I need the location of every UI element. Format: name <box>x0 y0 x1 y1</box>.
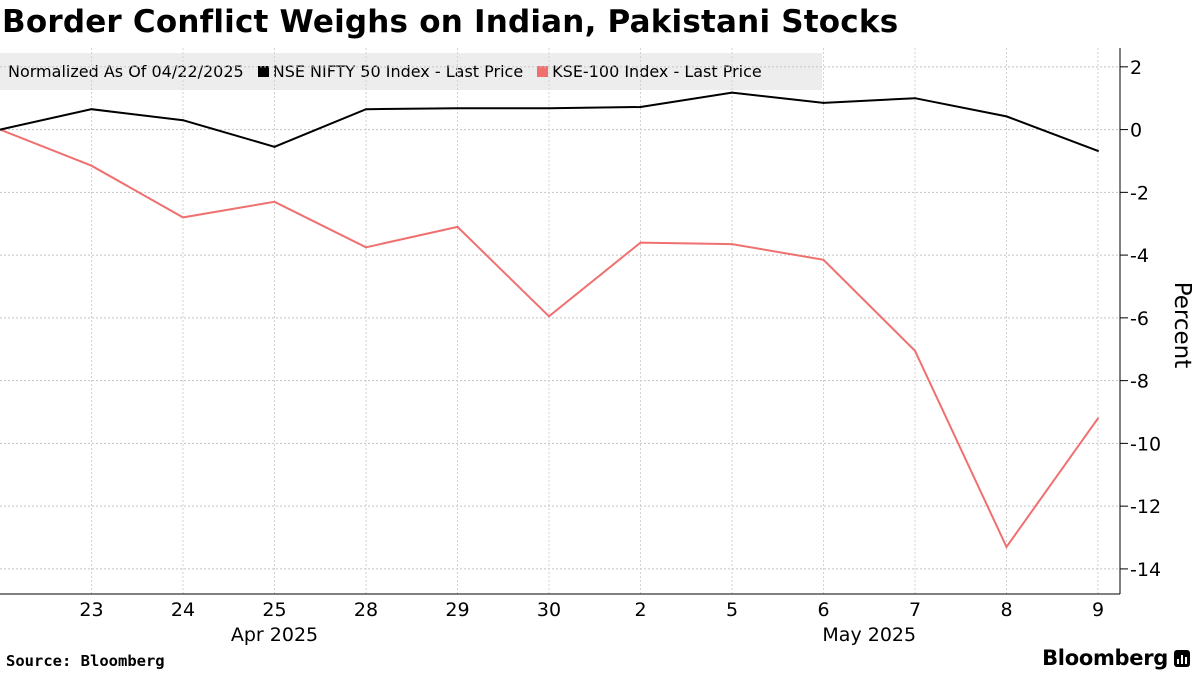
series-point-nifty <box>1005 115 1008 118</box>
series-point-kse <box>365 246 367 249</box>
x-tick-label: 23 <box>79 599 103 621</box>
chart-title: Border Conflict Weighs on Indian, Pakist… <box>2 4 899 40</box>
brand-wordmark: Bloomberg <box>1042 646 1168 670</box>
series-point-kse <box>182 216 184 219</box>
x-tick-label: 2 <box>634 599 646 621</box>
y-tick-label: -6 <box>1130 308 1149 330</box>
series-point-nifty <box>548 107 550 110</box>
series-point-kse <box>90 164 93 167</box>
x-tick-label: 29 <box>445 599 469 621</box>
y-tick-label: -10 <box>1130 433 1161 455</box>
series-point-kse <box>731 243 733 246</box>
series-layer <box>0 91 1099 549</box>
legend: Normalized As Of 04/22/2025 NSE NIFTY 50… <box>0 53 822 90</box>
x-tick-label: 8 <box>1000 599 1012 621</box>
series-point-nifty <box>0 128 1 131</box>
series-point-nifty <box>639 105 642 108</box>
legend-swatch-kse <box>537 66 549 77</box>
axis-layer <box>0 48 1128 595</box>
y-tick-label: -8 <box>1130 371 1149 393</box>
series-point-nifty <box>731 91 733 94</box>
y-axis-title: Percent <box>1169 282 1195 369</box>
series-point-nifty <box>273 145 276 148</box>
series-point-kse <box>548 315 550 318</box>
series-point-nifty <box>456 107 459 110</box>
x-tick-label: 24 <box>171 599 195 621</box>
series-point-kse <box>1097 417 1099 420</box>
source-note: Source: Bloomberg <box>6 652 165 670</box>
bloomberg-logo: Bloomberg <box>1042 646 1190 670</box>
series-point-kse <box>1005 545 1008 548</box>
series-point-kse <box>822 258 825 261</box>
series-point-nifty <box>914 97 916 100</box>
y-tick-label: 0 <box>1130 120 1142 142</box>
x-tick-label: 28 <box>354 599 378 621</box>
series-point-nifty <box>90 108 93 111</box>
grid-layer <box>0 48 1120 594</box>
series-point-nifty <box>365 108 367 111</box>
series-point-kse <box>456 225 459 228</box>
y-tick-label: -4 <box>1130 245 1149 267</box>
x-group-label: Apr 2025 <box>231 624 318 646</box>
x-group-label: May 2025 <box>822 624 916 646</box>
series-point-kse <box>639 241 642 244</box>
series-point-nifty <box>1097 149 1099 152</box>
series-point-kse <box>273 200 276 203</box>
x-tick-label: 5 <box>726 599 738 621</box>
series-point-nifty <box>822 101 825 104</box>
x-tick-label: 9 <box>1092 599 1104 621</box>
y-tick-label: 2 <box>1130 57 1142 79</box>
series-point-nifty <box>182 119 184 122</box>
y-tick-label: -2 <box>1130 182 1149 204</box>
y-tick-label: -12 <box>1130 496 1161 518</box>
x-tick-label: 25 <box>262 599 286 621</box>
x-tick-label: 7 <box>909 599 921 621</box>
legend-swatch-nifty <box>257 66 269 77</box>
bloomberg-terminal-icon <box>1174 649 1190 667</box>
y-tick-label: -14 <box>1130 559 1161 581</box>
x-tick-label: 6 <box>817 599 829 621</box>
x-tick-label: 30 <box>537 599 561 621</box>
series-point-kse <box>914 349 916 352</box>
